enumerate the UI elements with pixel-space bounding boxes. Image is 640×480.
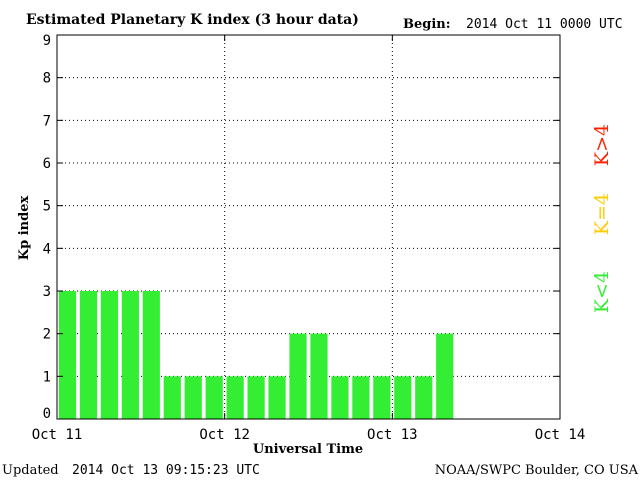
begin-value: 2014 Oct 11 0000 UTC — [466, 17, 623, 32]
chart-title: Estimated Planetary K index (3 hour data… — [26, 12, 359, 28]
kp-bar — [163, 376, 181, 419]
legend-k-below-4: K<4 — [591, 271, 613, 313]
y-axis-label: Kp index — [17, 196, 32, 261]
kp-bar — [373, 376, 391, 419]
source-credit: NOAA/SWPC Boulder, CO USA — [435, 463, 639, 478]
y-tick-label: 5 — [43, 199, 51, 215]
kp-bar — [58, 291, 77, 419]
y-tick-label: 3 — [43, 284, 51, 300]
y-tick-label: 2 — [43, 327, 51, 343]
kp-bar — [247, 376, 265, 419]
x-tick-label: Oct 12 — [199, 427, 250, 443]
kp-bar — [268, 376, 286, 419]
kp-bar — [184, 376, 202, 419]
y-tick-label: 0 — [43, 406, 51, 422]
kp-bar — [205, 376, 223, 419]
updated-label: Updated — [2, 463, 59, 478]
y-tick-label: 9 — [43, 33, 51, 49]
kp-bar — [352, 376, 370, 419]
kp-bar — [142, 291, 160, 419]
plot-border — [56, 34, 561, 420]
kp-bar — [289, 333, 307, 419]
updated-value: 2014 Oct 13 09:15:23 UTC — [72, 463, 260, 478]
kp-bar — [100, 291, 118, 419]
x-tick-label: Oct 13 — [367, 427, 418, 443]
kp-bar — [226, 376, 244, 419]
begin-label: Begin: — [403, 17, 451, 32]
legend-k-equal-4: K=4 — [591, 193, 613, 235]
y-tick-label: 6 — [43, 156, 51, 172]
kp-bar — [436, 333, 454, 419]
y-tick-label: 4 — [43, 241, 51, 257]
kp-bar — [331, 376, 349, 419]
y-tick-label: 8 — [43, 71, 51, 87]
plot-area: 0 1 2 3 4 5 6 7 8 9 Oct 11 Oct 12 Oct 13 Oct 14 — [32, 33, 586, 443]
kp-bar — [394, 376, 412, 419]
kp-bar — [121, 291, 139, 419]
kp-bar — [79, 291, 98, 419]
kp-bar — [415, 376, 433, 419]
y-tick-label: 7 — [43, 113, 51, 129]
kp-bar — [310, 333, 328, 419]
legend-k-above-4: K>4 — [591, 124, 613, 166]
legend: K<4 K=4 K>4 — [591, 124, 613, 313]
x-axis-label: Universal Time — [253, 442, 363, 457]
y-tick-label: 1 — [43, 369, 51, 385]
x-tick-label: Oct 11 — [32, 427, 83, 443]
x-tick-label: Oct 14 — [535, 427, 586, 443]
